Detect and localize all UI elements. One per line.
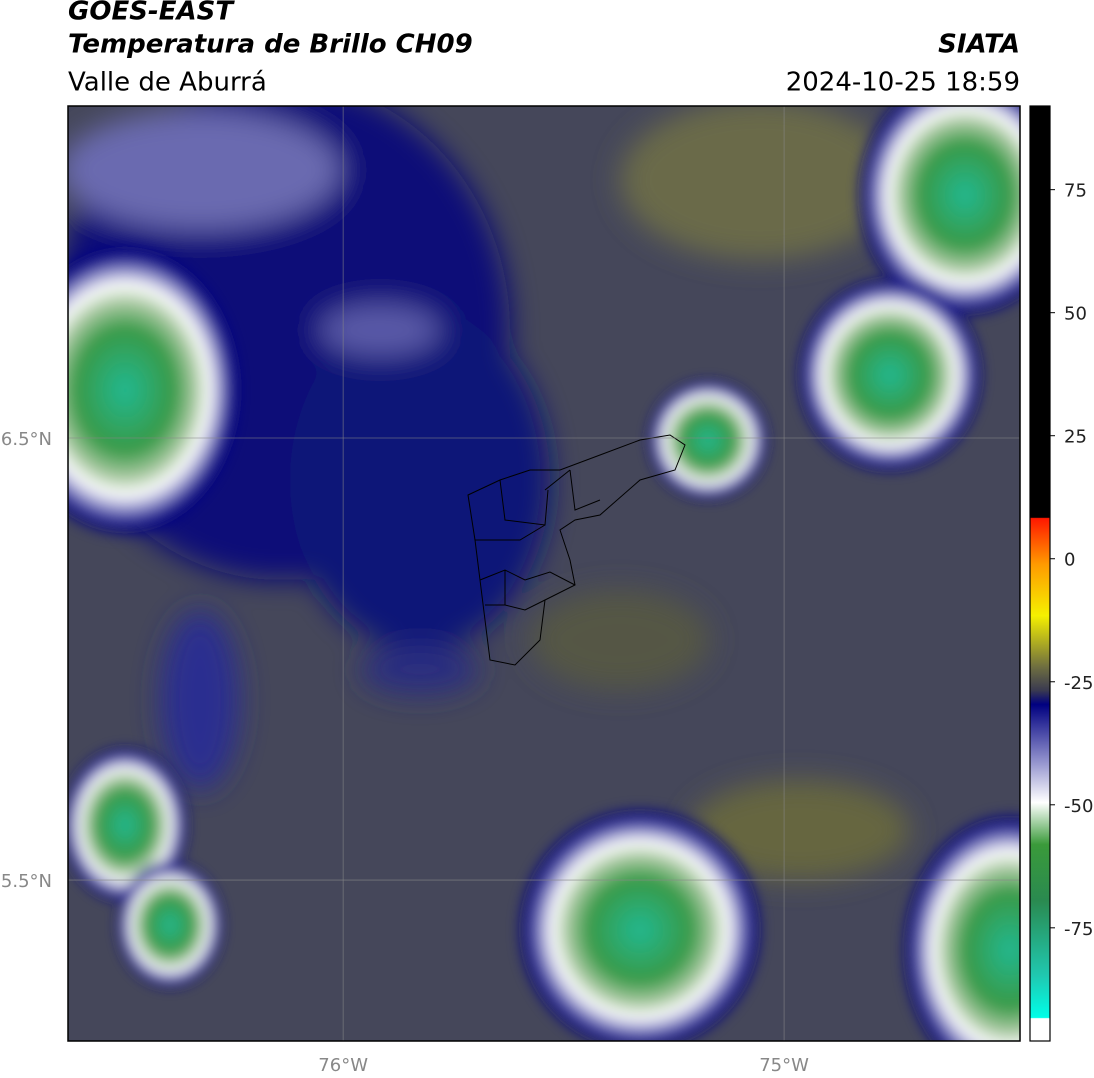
lat-label: 5.5°N <box>1 871 52 892</box>
colorbar-tick-label: 0 <box>1064 550 1075 571</box>
colorbar-tick-label: -75 <box>1064 919 1093 940</box>
colorbar-tick-label: 75 <box>1064 181 1087 202</box>
colorbar-tick-label: 50 <box>1064 304 1087 325</box>
subtitle: Temperatura de Brillo CH09 <box>68 30 473 60</box>
colorbar-tick-label: -50 <box>1064 796 1093 817</box>
colorbar <box>1029 105 1051 1042</box>
lat-label: 6.5°N <box>1 429 52 450</box>
lon-label: 75°W <box>759 1055 809 1076</box>
colorbar-tick-label: -25 <box>1064 673 1093 694</box>
title: GOES-EAST <box>68 0 235 27</box>
satellite-image <box>68 106 1020 1041</box>
region: Valle de Aburrá <box>68 68 267 98</box>
lon-label: 76°W <box>318 1055 368 1076</box>
datetime: 2024-10-25 18:59 <box>786 68 1020 98</box>
source: SIATA <box>938 30 1020 60</box>
municipal-boundaries <box>467 434 686 666</box>
colorbar-tick-label: 25 <box>1064 427 1087 448</box>
map-frame <box>67 105 1021 1042</box>
